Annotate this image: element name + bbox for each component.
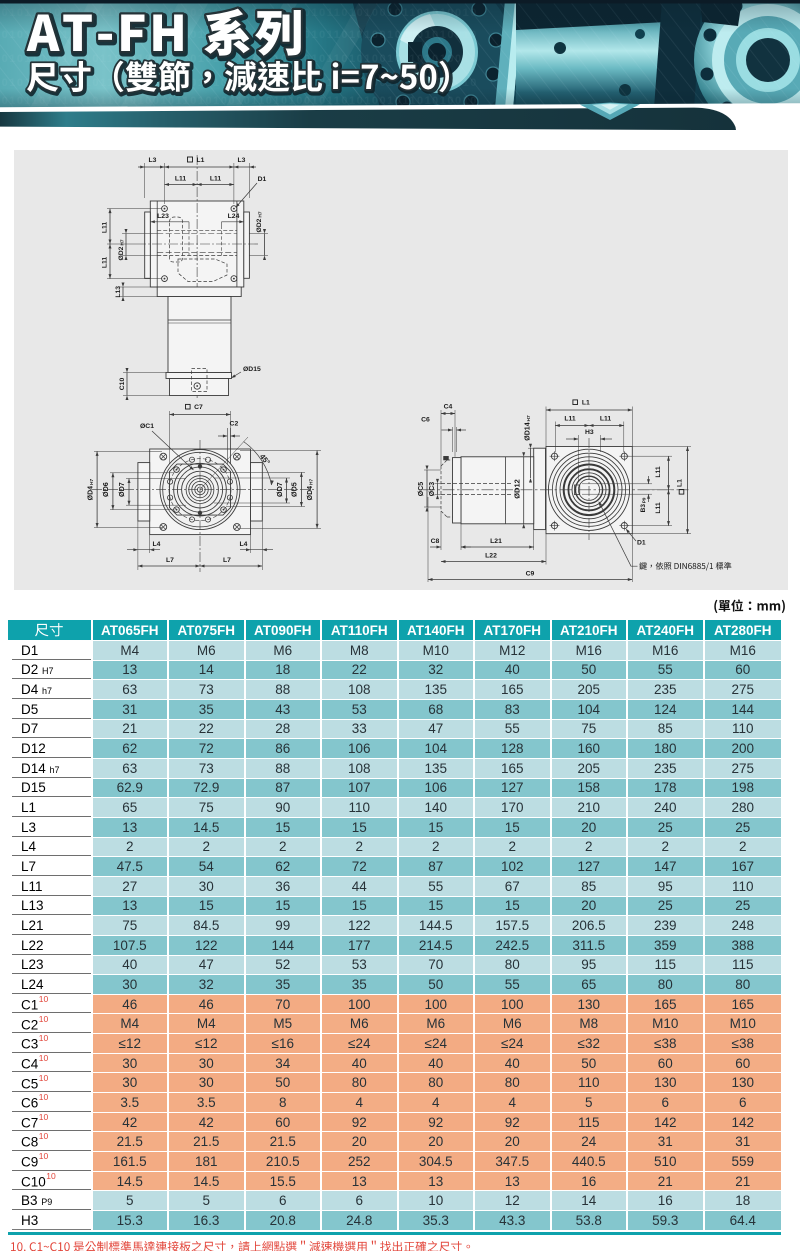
- svg-text:ØD12: ØD12: [513, 479, 522, 499]
- svg-text:C8: C8: [431, 538, 440, 545]
- svg-text:ØD4 H7: ØD4 H7: [307, 479, 315, 501]
- svg-text:C7: C7: [194, 404, 203, 411]
- svg-text:L11: L11: [175, 176, 187, 183]
- svg-text:ØC5: ØC5: [418, 482, 425, 497]
- svg-text:C9: C9: [526, 571, 535, 578]
- svg-text:L1: L1: [677, 479, 684, 487]
- svg-text:L11: L11: [102, 222, 109, 234]
- svg-text:D1: D1: [637, 540, 646, 547]
- svg-text:ØC1: ØC1: [140, 423, 154, 430]
- svg-text:L11: L11: [600, 416, 612, 423]
- svg-text:L24: L24: [228, 213, 240, 220]
- svg-text:ØD5: ØD5: [290, 482, 299, 497]
- svg-text:L4: L4: [240, 541, 248, 548]
- svg-text:L1: L1: [582, 400, 590, 407]
- svg-text:ØD14 H7: ØD14 H7: [525, 415, 533, 441]
- svg-text:C10: C10: [119, 378, 126, 391]
- svg-text:L13: L13: [115, 286, 122, 298]
- svg-text:C2: C2: [230, 421, 239, 428]
- svg-text:L1: L1: [197, 157, 205, 164]
- svg-text:ØD7: ØD7: [117, 482, 126, 497]
- svg-text:C4: C4: [444, 404, 453, 411]
- svg-text:ØD15: ØD15: [243, 366, 261, 373]
- svg-text:D1: D1: [258, 176, 267, 183]
- svg-text:ØC3: ØC3: [429, 482, 436, 497]
- svg-text:L3: L3: [149, 157, 157, 164]
- svg-text:L11: L11: [210, 176, 222, 183]
- svg-text:L3: L3: [238, 157, 246, 164]
- svg-text:L21: L21: [490, 538, 502, 545]
- svg-text:L7: L7: [223, 557, 231, 564]
- svg-text:ØD2 H7: ØD2 H7: [256, 211, 264, 232]
- svg-text:L23: L23: [157, 213, 169, 220]
- svg-text:L11: L11: [102, 257, 109, 269]
- svg-text:L7: L7: [166, 557, 174, 564]
- svg-text:C6: C6: [421, 417, 430, 424]
- svg-text:B3 P9: B3 P9: [640, 497, 647, 512]
- svg-text:H3: H3: [585, 429, 594, 436]
- svg-text:L11: L11: [564, 416, 576, 423]
- svg-text:ØD2 H7: ØD2 H7: [118, 239, 126, 260]
- svg-text:L11: L11: [655, 502, 662, 514]
- svg-text:L22: L22: [485, 553, 497, 560]
- svg-text:ØD7: ØD7: [275, 482, 284, 497]
- svg-text:L4: L4: [153, 541, 161, 548]
- svg-text:ØD4 H7: ØD4 H7: [88, 479, 96, 501]
- svg-text:ØD6: ØD6: [101, 482, 110, 497]
- svg-text:L11: L11: [655, 466, 662, 478]
